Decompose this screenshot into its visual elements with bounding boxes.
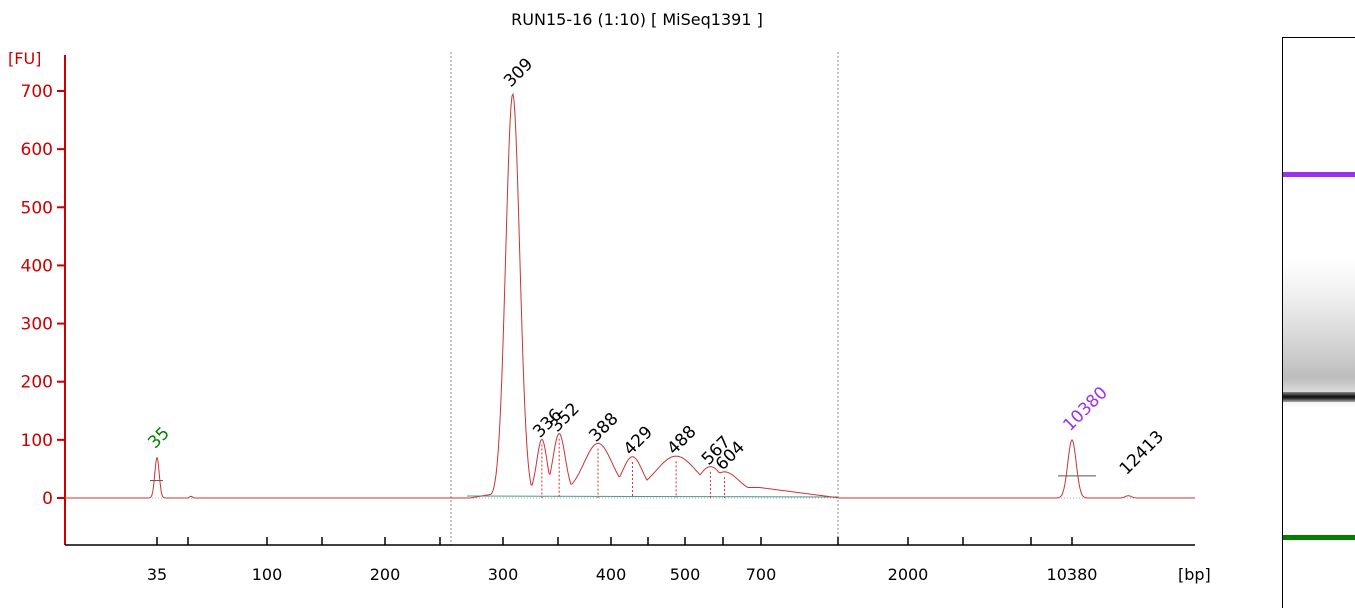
chart-title: RUN15-16 (1:10) [ MiSeq1391 ] <box>511 10 763 29</box>
peak-label: 12413 <box>1116 427 1168 479</box>
y-tick-label: 600 <box>21 140 53 160</box>
peak-label: 35 <box>144 423 173 452</box>
peak-label: 429 <box>620 422 657 459</box>
y-axis-label: [FU] <box>8 49 41 68</box>
x-ticks: 35 100 200 300 400 500 700 2000 10380 <box>147 537 1098 584</box>
baselines <box>150 475 1096 498</box>
y-tick-label: 400 <box>21 256 53 276</box>
lower-marker-band <box>1283 535 1355 540</box>
x-tick-label: 300 <box>488 565 519 584</box>
main-sample-band <box>1283 392 1355 402</box>
x-tick-label: 100 <box>252 565 283 584</box>
peak-label: 488 <box>664 422 701 459</box>
peak-label: 10380 <box>1059 383 1111 435</box>
x-tick-label: 500 <box>670 565 701 584</box>
x-tick-label: 400 <box>596 565 627 584</box>
gel-lane <box>1282 37 1355 608</box>
x-tick-label: 700 <box>746 565 777 584</box>
y-ticks: 0 100 200 300 400 500 600 700 <box>21 82 65 509</box>
axes <box>64 55 1195 546</box>
region-boundaries <box>450 52 839 545</box>
y-tick-label: 300 <box>21 315 53 335</box>
x-tick-label: 10380 <box>1047 565 1098 584</box>
peak-drop-lines <box>541 438 726 498</box>
electropherogram-chart: RUN15-16 (1:10) [ MiSeq1391 ] [FU] [bp] … <box>8 10 1211 584</box>
peak-label: 309 <box>500 54 537 91</box>
trace-group <box>65 92 1195 499</box>
y-tick-label: 500 <box>21 198 53 218</box>
x-tick-label: 200 <box>370 565 401 584</box>
x-tick-label: 2000 <box>888 565 929 584</box>
peak-label: 388 <box>585 409 622 446</box>
electropherogram-trace <box>65 92 1195 499</box>
upper-marker-band <box>1283 172 1355 177</box>
y-tick-label: 700 <box>21 82 53 102</box>
y-tick-label: 0 <box>42 489 53 509</box>
y-tick-label: 200 <box>21 373 53 393</box>
x-tick-label: 35 <box>147 565 167 584</box>
smear-band <box>1283 258 1355 408</box>
sample-baseline <box>466 495 839 498</box>
y-tick-label: 100 <box>21 431 53 451</box>
x-axis-label: [bp] <box>1178 565 1211 584</box>
